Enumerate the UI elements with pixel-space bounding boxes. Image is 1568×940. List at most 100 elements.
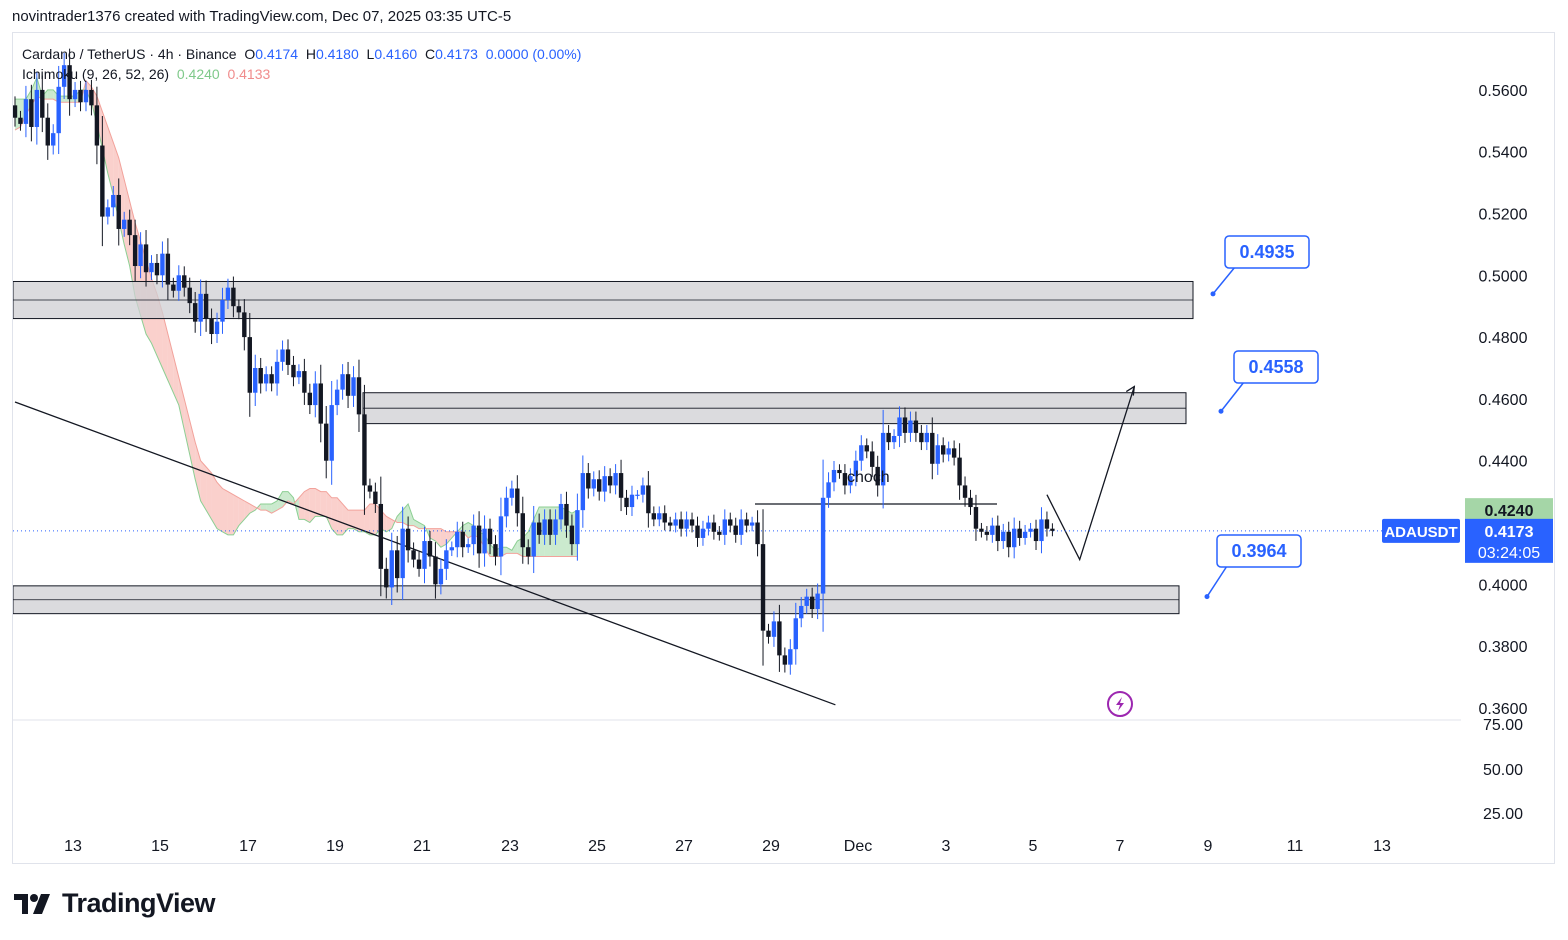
candle[interactable]	[842, 473, 848, 486]
candle[interactable]	[176, 275, 181, 291]
candle[interactable]	[373, 491, 378, 504]
candle[interactable]	[941, 445, 946, 455]
candle[interactable]	[837, 469, 842, 474]
candle[interactable]	[919, 432, 924, 443]
candle[interactable]	[717, 531, 722, 535]
candle[interactable]	[618, 473, 624, 498]
candle[interactable]	[242, 312, 247, 338]
candle[interactable]	[498, 516, 504, 557]
candle[interactable]	[520, 513, 525, 548]
candle[interactable]	[613, 473, 618, 486]
candle[interactable]	[493, 544, 498, 557]
candle[interactable]	[378, 503, 384, 569]
candle[interactable]	[132, 235, 138, 267]
candle[interactable]	[318, 383, 323, 424]
candle[interactable]	[580, 473, 586, 511]
candle[interactable]	[668, 522, 673, 526]
candle[interactable]	[684, 519, 689, 529]
candle[interactable]	[111, 194, 116, 208]
candle[interactable]	[416, 559, 422, 569]
candle[interactable]	[799, 605, 804, 619]
candle[interactable]	[902, 417, 908, 433]
candle[interactable]	[1044, 519, 1050, 529]
candle[interactable]	[820, 497, 826, 594]
candle[interactable]	[324, 423, 329, 461]
candle[interactable]	[449, 547, 454, 551]
candle[interactable]	[700, 528, 706, 538]
candle[interactable]	[678, 519, 684, 529]
candle[interactable]	[296, 371, 302, 378]
candle[interactable]	[29, 99, 34, 127]
candle[interactable]	[728, 519, 733, 526]
candle[interactable]	[411, 550, 416, 560]
target-box[interactable]	[1233, 350, 1319, 384]
tradingview-logo[interactable]: TradingView	[14, 888, 216, 919]
candle[interactable]	[340, 374, 345, 390]
candle[interactable]	[61, 65, 67, 87]
candle[interactable]	[990, 525, 995, 535]
projection-path[interactable]	[1046, 386, 1135, 562]
candle[interactable]	[220, 300, 225, 322]
lightning-icon[interactable]	[1107, 691, 1133, 717]
candle[interactable]	[263, 374, 269, 384]
candle[interactable]	[744, 519, 749, 526]
candle[interactable]	[1017, 528, 1022, 538]
candle[interactable]	[809, 596, 815, 610]
candle[interactable]	[547, 519, 553, 535]
candle[interactable]	[444, 550, 449, 569]
target-box[interactable]	[1224, 235, 1310, 269]
candle[interactable]	[788, 649, 793, 665]
candle[interactable]	[749, 522, 755, 526]
candle[interactable]	[1006, 531, 1011, 548]
candle[interactable]	[165, 253, 171, 285]
candle[interactable]	[755, 522, 760, 545]
candle[interactable]	[640, 485, 646, 495]
candle[interactable]	[875, 466, 880, 486]
candle[interactable]	[984, 531, 990, 535]
candle[interactable]	[509, 488, 515, 498]
candle[interactable]	[553, 519, 558, 535]
candle[interactable]	[711, 522, 717, 532]
candle[interactable]	[203, 293, 209, 319]
candle[interactable]	[864, 445, 869, 452]
candle[interactable]	[160, 253, 165, 276]
candle[interactable]	[1039, 519, 1044, 542]
candle[interactable]	[247, 337, 252, 393]
candle[interactable]	[100, 145, 105, 217]
candle[interactable]	[433, 556, 438, 585]
candle[interactable]	[334, 389, 340, 406]
candle[interactable]	[67, 65, 72, 100]
candle[interactable]	[951, 448, 957, 458]
candle[interactable]	[946, 448, 951, 455]
candle[interactable]	[127, 219, 132, 236]
candle[interactable]	[897, 417, 902, 436]
candle[interactable]	[291, 364, 296, 378]
candle[interactable]	[313, 383, 318, 406]
candle[interactable]	[607, 476, 613, 486]
candle[interactable]	[930, 432, 935, 464]
candle[interactable]	[935, 445, 940, 464]
candle[interactable]	[848, 476, 853, 486]
candle[interactable]	[149, 262, 154, 273]
candle[interactable]	[591, 479, 596, 489]
indicator-name[interactable]: Ichimoku (9, 26, 52, 26)	[22, 66, 170, 82]
candle[interactable]	[831, 469, 837, 483]
candle[interactable]	[78, 89, 83, 103]
candle[interactable]	[253, 368, 258, 393]
candle[interactable]	[597, 479, 602, 492]
candle[interactable]	[83, 89, 89, 103]
candle[interactable]	[515, 488, 520, 514]
candle[interactable]	[384, 568, 389, 588]
candle[interactable]	[924, 432, 930, 443]
candle[interactable]	[804, 596, 809, 606]
candle[interactable]	[225, 287, 231, 301]
target-box[interactable]	[1216, 534, 1302, 568]
candle[interactable]	[345, 374, 351, 396]
candle[interactable]	[209, 318, 214, 335]
candle[interactable]	[122, 219, 127, 229]
candle[interactable]	[602, 476, 607, 492]
candle[interactable]	[646, 485, 651, 514]
candle[interactable]	[274, 361, 280, 384]
candle[interactable]	[531, 522, 536, 557]
